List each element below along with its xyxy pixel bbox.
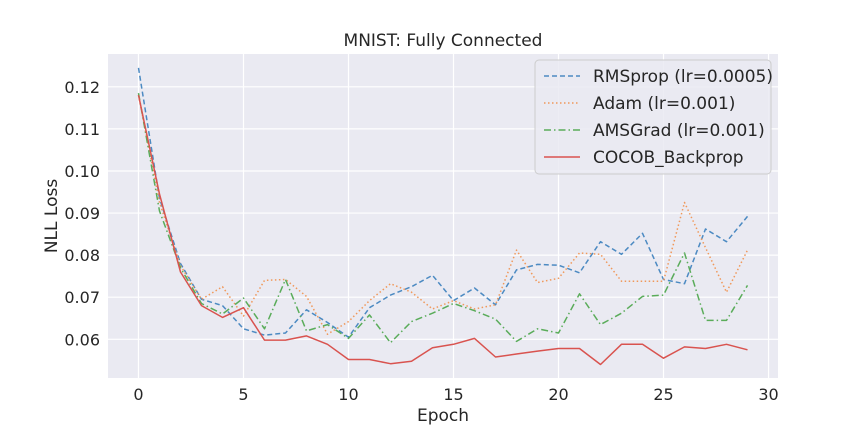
series-line-1 bbox=[137, 95, 749, 335]
x-tick-label: 0 bbox=[133, 385, 143, 404]
y-tick-label: 0.11 bbox=[64, 120, 100, 139]
x-axis-title: Epoch bbox=[417, 406, 469, 426]
y-tick-label: 0.12 bbox=[64, 78, 100, 97]
y-tick-label: 0.10 bbox=[64, 162, 100, 181]
legend-label: Adam (lr=0.001) bbox=[593, 94, 735, 114]
y-tick-label: 0.08 bbox=[64, 246, 100, 265]
x-tick-label: 10 bbox=[338, 385, 358, 404]
x-tick-label: 20 bbox=[548, 385, 568, 404]
y-axis-ticks: 0.06 0.07 0.08 0.09 0.10 0.11 0.12 bbox=[64, 78, 100, 349]
chart-title: MNIST: Fully Connected bbox=[344, 31, 543, 51]
x-tick-label: 30 bbox=[758, 385, 778, 404]
x-tick-label: 25 bbox=[653, 385, 673, 404]
y-tick-label: 0.06 bbox=[64, 330, 100, 349]
legend-label: COCOB_Backprop bbox=[593, 148, 744, 168]
legend-frame bbox=[534, 59, 772, 175]
x-axis-ticks: 0 5 10 15 20 25 30 bbox=[133, 385, 778, 404]
series-layer bbox=[137, 67, 749, 366]
series-line-3 bbox=[137, 95, 748, 366]
x-tick-label: 5 bbox=[238, 385, 248, 404]
legend: RMSprop (lr=0.0005) Adam (lr=0.001) AMSGra… bbox=[534, 59, 773, 175]
grid bbox=[108, 54, 778, 378]
y-tick-label: 0.07 bbox=[64, 288, 100, 307]
y-tick-label: 0.09 bbox=[64, 204, 100, 223]
y-axis-title: NLL Loss bbox=[42, 179, 62, 253]
series-line-2 bbox=[137, 92, 749, 344]
x-tick-label: 15 bbox=[443, 385, 463, 404]
legend-label: RMSprop (lr=0.0005) bbox=[593, 67, 773, 87]
legend-label: AMSGrad (lr=0.001) bbox=[593, 121, 765, 141]
series-line-0 bbox=[137, 67, 749, 338]
